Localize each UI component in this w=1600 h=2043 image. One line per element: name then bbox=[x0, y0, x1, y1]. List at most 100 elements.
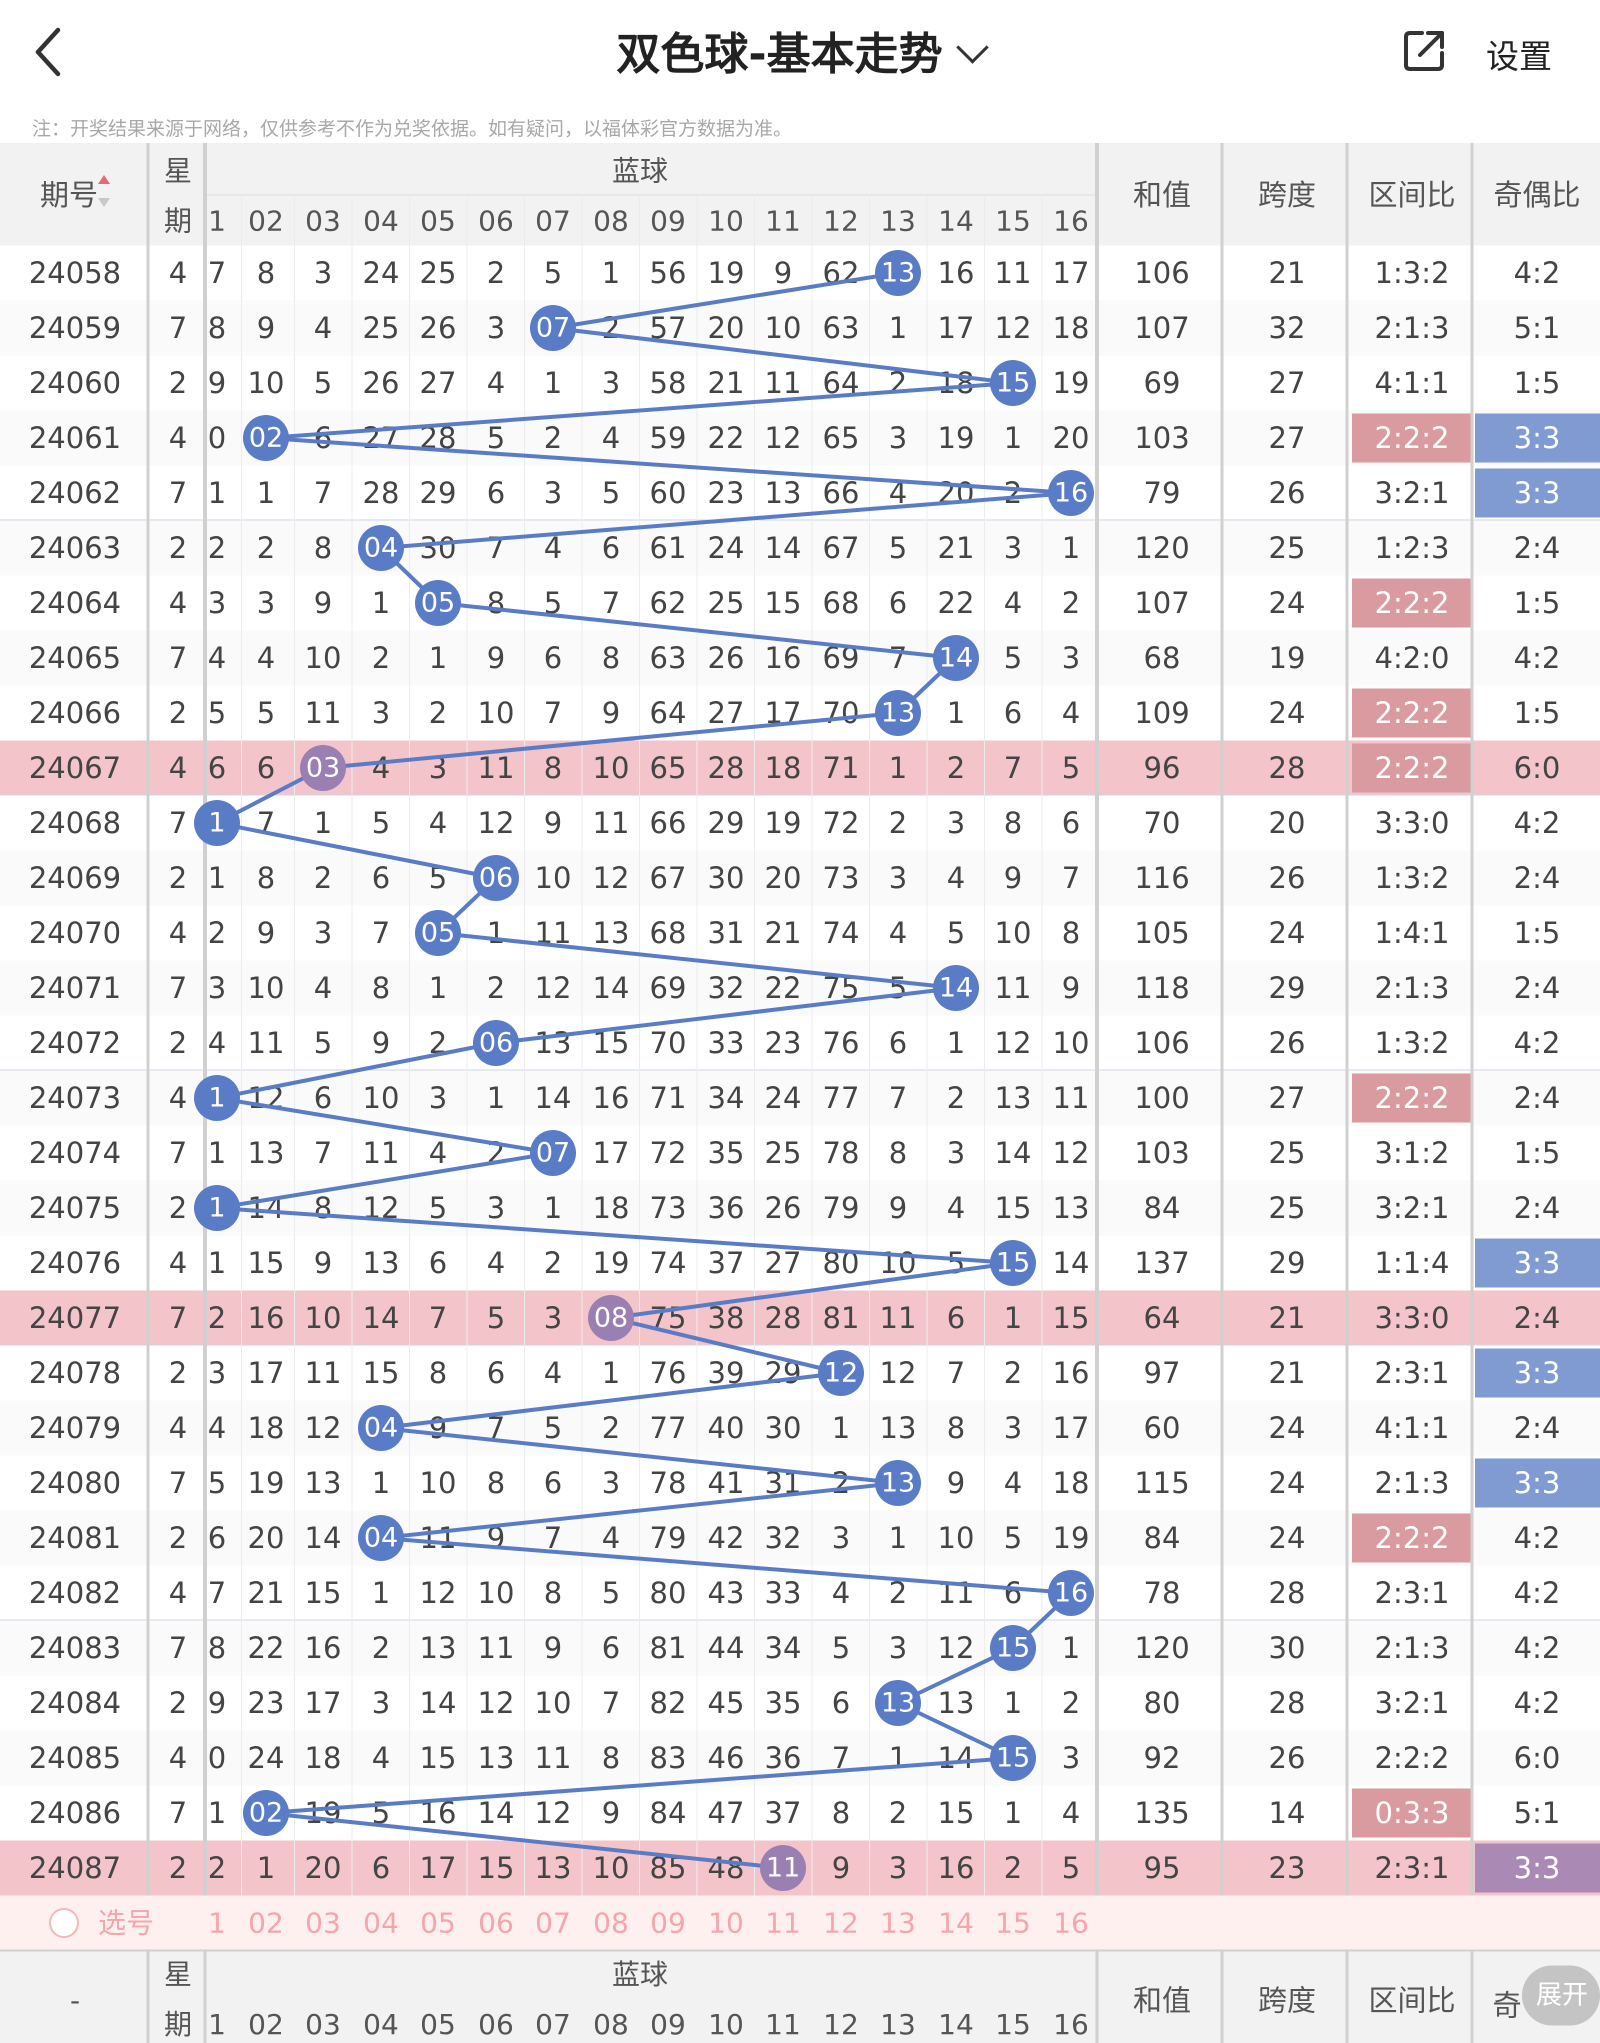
miss-count-cell: 1 bbox=[1004, 1686, 1022, 1720]
table-row-bg bbox=[0, 740, 1600, 796]
blue-ball-hit[interactable] bbox=[760, 1845, 806, 1891]
blue-ball-hit[interactable] bbox=[415, 910, 461, 956]
blue-ball-number: 15 bbox=[996, 1248, 1030, 1279]
blue-ball-hit[interactable] bbox=[875, 690, 921, 736]
miss-count-cell: 5 bbox=[1062, 751, 1080, 785]
miss-count-cell: 2 bbox=[208, 1851, 226, 1885]
miss-count-cell: 6 bbox=[487, 1356, 505, 1390]
miss-count-cell: 76 bbox=[650, 1356, 687, 1390]
blue-ball-hit[interactable] bbox=[243, 415, 289, 461]
blue-ball-hit[interactable] bbox=[358, 525, 404, 571]
blue-ball-hit[interactable] bbox=[933, 965, 979, 1011]
select-ball-1[interactable]: 1 bbox=[208, 1907, 226, 1940]
span-cell: 27 bbox=[1269, 421, 1306, 455]
zone-ratio-cell: 2:2:2 bbox=[1375, 696, 1450, 730]
miss-count-cell: 60 bbox=[650, 476, 687, 510]
blue-ball-hit[interactable] bbox=[990, 1240, 1036, 1286]
footer-weekday-2: 期 bbox=[164, 2008, 192, 2041]
period-cell: 24073 bbox=[29, 1081, 121, 1115]
miss-count-cell: 10 bbox=[880, 1246, 917, 1280]
blue-ball-hit[interactable] bbox=[194, 1185, 240, 1231]
select-radio[interactable] bbox=[49, 1908, 79, 1938]
select-ball-04[interactable]: 04 bbox=[363, 1907, 399, 1940]
blue-ball-hit[interactable] bbox=[1048, 470, 1094, 516]
select-ball-07[interactable]: 07 bbox=[535, 1907, 571, 1940]
miss-count-cell: 6 bbox=[544, 1466, 562, 1500]
blue-ball-hit[interactable] bbox=[300, 745, 346, 791]
select-ball-08[interactable]: 08 bbox=[593, 1907, 629, 1940]
miss-count-cell: 10 bbox=[248, 366, 285, 400]
select-ball-09[interactable]: 09 bbox=[650, 1907, 686, 1940]
miss-count-cell: 6 bbox=[1004, 696, 1022, 730]
share-icon[interactable] bbox=[1400, 27, 1448, 75]
blue-ball-hit[interactable] bbox=[530, 305, 576, 351]
zone-ratio-cell: 2:1:3 bbox=[1375, 971, 1450, 1005]
settings-button[interactable]: 设置 bbox=[1486, 37, 1552, 76]
blue-ball-hit[interactable] bbox=[358, 1405, 404, 1451]
blue-ball-hit[interactable] bbox=[194, 1075, 240, 1121]
miss-count-cell: 15 bbox=[478, 1851, 515, 1885]
miss-count-cell: 33 bbox=[708, 1026, 745, 1060]
blue-ball-hit[interactable] bbox=[990, 1735, 1036, 1781]
parity-ratio-cell: 1:5 bbox=[1514, 366, 1561, 400]
select-ball-10[interactable]: 10 bbox=[708, 1907, 744, 1940]
miss-count-cell: 7 bbox=[314, 1136, 332, 1170]
table-row-bg bbox=[0, 575, 1600, 631]
blue-ball-hit[interactable] bbox=[243, 1790, 289, 1836]
blue-ball-hit[interactable] bbox=[530, 1130, 576, 1176]
select-ball-12[interactable]: 12 bbox=[823, 1907, 859, 1940]
sort-asc-icon[interactable] bbox=[98, 175, 110, 184]
miss-count-cell: 66 bbox=[823, 476, 860, 510]
blue-ball-hit[interactable] bbox=[194, 800, 240, 846]
miss-count-cell: 3 bbox=[947, 1136, 965, 1170]
blue-ball-hit[interactable] bbox=[415, 580, 461, 626]
blue-ball-hit[interactable] bbox=[818, 1350, 864, 1396]
miss-count-cell: 34 bbox=[765, 1631, 802, 1665]
blue-ball-hit[interactable] bbox=[358, 1515, 404, 1561]
parity-ratio-cell: 2:4 bbox=[1514, 1191, 1561, 1225]
select-ball-16[interactable]: 16 bbox=[1053, 1907, 1089, 1940]
select-ball-05[interactable]: 05 bbox=[420, 1907, 456, 1940]
miss-count-cell: 4 bbox=[947, 1191, 965, 1225]
span-cell: 28 bbox=[1269, 1576, 1306, 1610]
sum-cell: 84 bbox=[1144, 1521, 1181, 1555]
select-ball-15[interactable]: 15 bbox=[995, 1907, 1031, 1940]
blue-ball-hit[interactable] bbox=[990, 360, 1036, 406]
miss-count-cell: 8 bbox=[429, 1356, 447, 1390]
weekday-cell: 4 bbox=[169, 1411, 187, 1445]
miss-count-cell: 13 bbox=[478, 1741, 515, 1775]
expand-button[interactable] bbox=[1522, 1965, 1600, 2026]
blue-ball-hit[interactable] bbox=[1048, 1570, 1094, 1616]
blue-ball-hit[interactable] bbox=[473, 855, 519, 901]
select-ball-02[interactable]: 02 bbox=[248, 1907, 284, 1940]
blue-ball-hit[interactable] bbox=[875, 1680, 921, 1726]
miss-count-cell: 5 bbox=[257, 696, 275, 730]
period-cell: 24080 bbox=[29, 1466, 121, 1500]
select-ball-06[interactable]: 06 bbox=[478, 1907, 514, 1940]
sort-desc-icon[interactable] bbox=[98, 198, 110, 207]
blue-ball-hit[interactable] bbox=[875, 1460, 921, 1506]
miss-count-cell: 8 bbox=[487, 1466, 505, 1500]
miss-count-cell: 29 bbox=[420, 476, 457, 510]
miss-count-cell: 3 bbox=[1004, 531, 1022, 565]
blue-ball-hit[interactable] bbox=[933, 635, 979, 681]
blue-ball-number: 13 bbox=[881, 1468, 915, 1499]
select-ball-14[interactable]: 14 bbox=[938, 1907, 974, 1940]
period-cell: 24066 bbox=[29, 696, 121, 730]
miss-count-cell: 5 bbox=[487, 1301, 505, 1335]
period-cell: 24075 bbox=[29, 1191, 121, 1225]
select-ball-03[interactable]: 03 bbox=[305, 1907, 341, 1940]
select-ball-13[interactable]: 13 bbox=[880, 1907, 916, 1940]
select-ball-11[interactable]: 11 bbox=[765, 1907, 801, 1940]
blue-ball-hit[interactable] bbox=[473, 1020, 519, 1066]
header-ball-07: 07 bbox=[535, 205, 571, 238]
miss-count-cell: 5 bbox=[602, 476, 620, 510]
blue-ball-hit[interactable] bbox=[588, 1295, 634, 1341]
miss-count-cell: 2 bbox=[487, 971, 505, 1005]
blue-ball-hit[interactable] bbox=[875, 250, 921, 296]
back-arrow-icon[interactable] bbox=[30, 24, 70, 80]
miss-count-cell: 7 bbox=[947, 1356, 965, 1390]
page-title[interactable]: 双色球-基本走势 bbox=[0, 18, 1600, 82]
blue-ball-hit[interactable] bbox=[990, 1625, 1036, 1671]
miss-count-cell: 9 bbox=[602, 1796, 620, 1830]
